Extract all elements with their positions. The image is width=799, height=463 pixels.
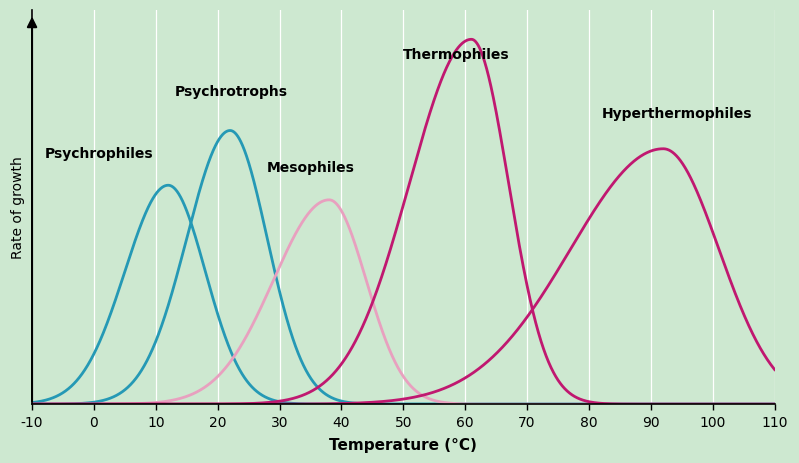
- Text: Hyperthermophiles: Hyperthermophiles: [602, 106, 752, 120]
- Y-axis label: Rate of growth: Rate of growth: [11, 156, 25, 259]
- X-axis label: Temperature (°C): Temperature (°C): [329, 437, 477, 452]
- Text: Thermophiles: Thermophiles: [403, 48, 510, 62]
- Text: Psychrophiles: Psychrophiles: [45, 146, 153, 160]
- Text: Mesophiles: Mesophiles: [267, 161, 355, 175]
- Text: Psychrotrophs: Psychrotrophs: [174, 84, 288, 99]
